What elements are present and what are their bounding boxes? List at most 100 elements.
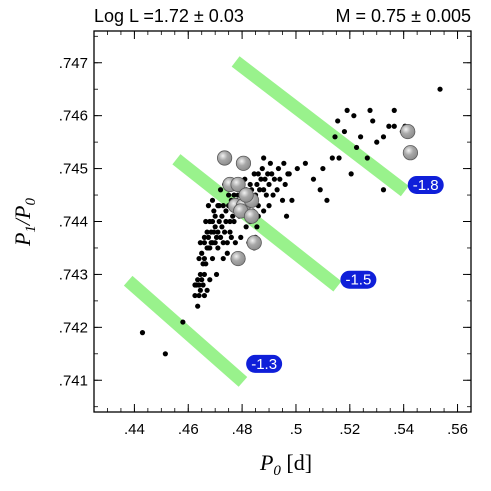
- observed-point: [209, 197, 216, 203]
- model-sphere: [230, 176, 246, 193]
- x-tick-label: .44: [124, 421, 145, 438]
- band-label-box: [407, 175, 444, 194]
- model-sphere: [243, 208, 260, 224]
- observed-point: [391, 123, 397, 129]
- band-0: [123, 275, 248, 387]
- observed-point: [204, 287, 210, 293]
- x-tick-label: .54: [393, 421, 414, 438]
- observed-point: [262, 176, 268, 182]
- observed-point: [259, 165, 265, 172]
- observed-point: [197, 240, 203, 246]
- band-label-box: [246, 354, 283, 373]
- observed-point: [353, 144, 360, 151]
- observed-point: [266, 181, 272, 188]
- observed-point: [274, 187, 280, 193]
- observed-point: [222, 229, 228, 235]
- observed-point: [220, 255, 226, 262]
- observed-point: [380, 187, 387, 193]
- observed-point: [351, 113, 357, 119]
- model-sphere: [217, 150, 233, 166]
- observed-point: [211, 229, 217, 235]
- observed-point: [212, 213, 218, 219]
- y-title-den-sub: 0: [23, 197, 39, 205]
- observed-point: [213, 234, 220, 240]
- observed-point: [228, 234, 234, 240]
- observed-point: [227, 218, 233, 225]
- y-title-den: P: [10, 205, 35, 219]
- observed-point: [216, 203, 222, 209]
- observed-point: [294, 165, 300, 172]
- observed-point: [336, 155, 342, 161]
- observed-point: [212, 240, 218, 246]
- observed-point: [380, 134, 387, 140]
- x-axis-title: P0 [d]: [259, 450, 312, 479]
- observed-point: [180, 319, 186, 325]
- observed-point: [261, 155, 267, 161]
- observed-point: [201, 240, 208, 246]
- observed-point: [348, 171, 354, 177]
- observed-point: [332, 134, 338, 140]
- observed-point: [201, 255, 208, 262]
- y-tick-label: .745: [59, 161, 88, 178]
- x-tick-label: .56: [447, 421, 468, 438]
- observed-point: [266, 203, 272, 209]
- observed-point: [211, 208, 217, 214]
- y-tick-label: .744: [59, 214, 88, 231]
- observed-point: [302, 160, 308, 166]
- model-sphere: [230, 250, 246, 267]
- observed-point: [243, 224, 249, 230]
- model-sphere: [238, 187, 254, 203]
- band-label-text: -1.5: [345, 272, 371, 289]
- observed-point: [271, 176, 278, 182]
- observed-point: [205, 203, 212, 209]
- observed-point: [279, 197, 286, 203]
- observed-point: [283, 213, 290, 219]
- observed-point: [261, 208, 267, 214]
- observed-point: [215, 229, 221, 235]
- observed-point: [197, 271, 203, 278]
- observed-point: [219, 213, 225, 219]
- observed-point: [258, 176, 264, 182]
- y-title-num: P: [10, 233, 35, 247]
- observed-point: [196, 282, 202, 288]
- y-tick-label: .741: [59, 372, 88, 389]
- observed-point: [263, 192, 269, 198]
- observed-point: [341, 128, 348, 135]
- y-title-slash: /: [10, 217, 35, 227]
- observed-point: [213, 271, 220, 278]
- observed-point: [257, 187, 263, 193]
- observed-point: [139, 330, 146, 336]
- y-tick-label: .746: [59, 108, 88, 125]
- observed-point: [217, 234, 224, 240]
- observed-point: [357, 134, 364, 140]
- observed-point: [270, 192, 276, 198]
- observed-point: [197, 287, 203, 293]
- observed-point: [251, 171, 257, 177]
- model-sphere: [246, 235, 262, 251]
- model-spheres-layer: [217, 123, 419, 267]
- observed-point: [226, 192, 232, 198]
- observed-point: [269, 171, 275, 177]
- observed-point: [224, 240, 230, 246]
- y-tick-label: .742: [59, 319, 88, 336]
- observed-point: [391, 107, 397, 113]
- observed-point: [282, 181, 288, 188]
- observed-point: [275, 165, 282, 172]
- observed-point: [277, 176, 283, 182]
- observed-point: [232, 240, 238, 246]
- observed-point: [286, 171, 292, 177]
- observed-point: [227, 229, 233, 235]
- observed-point: [162, 351, 168, 357]
- observed-point: [216, 218, 222, 225]
- observed-point: [317, 187, 323, 193]
- observed-point: [219, 224, 225, 230]
- band-1: [172, 154, 342, 292]
- observed-point: [205, 234, 212, 240]
- plot-frame: [93, 30, 472, 413]
- observed-point: [207, 245, 213, 251]
- observed-point: [364, 155, 370, 161]
- observed-point: [204, 229, 210, 235]
- observed-point: [265, 171, 271, 177]
- observed-point: [310, 176, 317, 182]
